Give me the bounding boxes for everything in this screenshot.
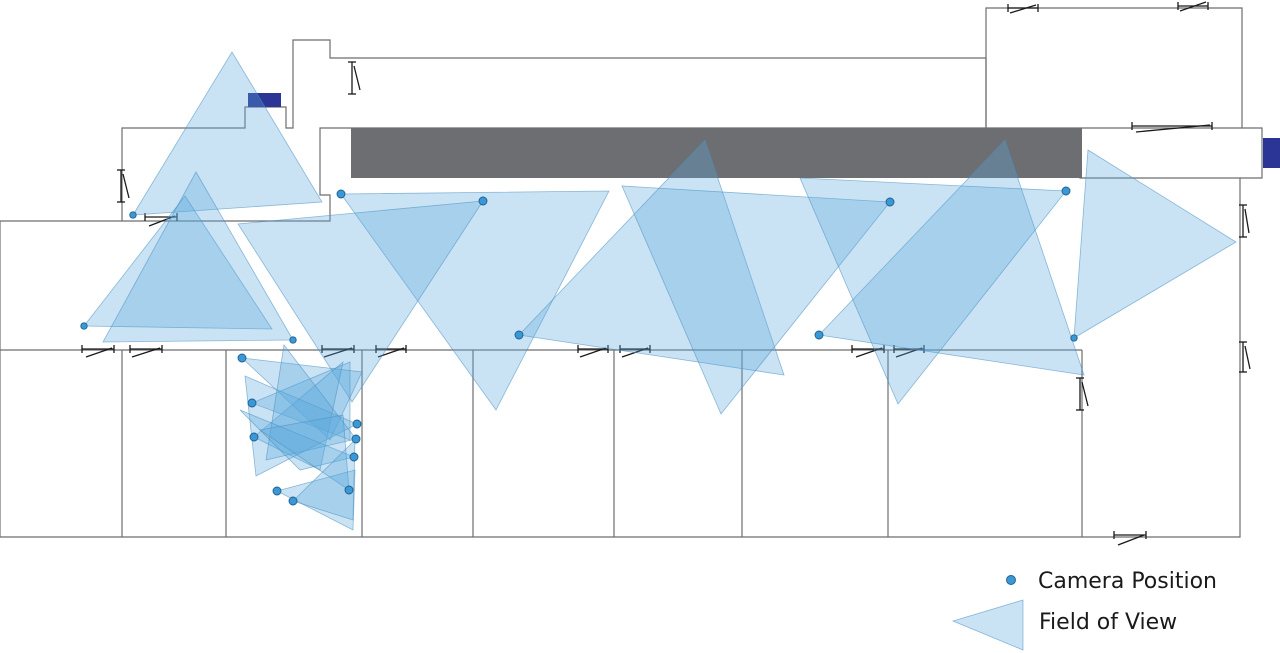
door-18 [1113,531,1147,546]
door-10 [129,345,163,358]
doors [81,1,1251,546]
fields-of-view [83,51,1237,531]
camera-10 [1070,334,1078,342]
camera-13 [249,432,259,442]
fov-5 [237,200,484,403]
fov-8 [818,139,1085,376]
camera-position-icon [1006,575,1016,585]
marker-left [248,93,281,107]
fov-9 [799,177,1067,405]
fov-12 [250,361,351,441]
camera-11 [237,353,247,363]
fov-17 [258,414,350,491]
camera-7 [885,197,895,207]
fov-7 [621,185,891,415]
legend-camera-label: Camera Position [1038,569,1217,594]
field-of-view-icon [951,599,1024,651]
door-3 [348,61,361,95]
door-7 [1239,204,1250,238]
fov-11 [240,357,363,441]
door-1 [1007,4,1039,14]
fov-6 [518,139,785,376]
camera-8 [814,330,824,340]
camera-3 [289,336,297,344]
door-4 [1131,122,1213,133]
camera-19 [288,496,298,506]
camera-15 [351,434,361,444]
fov-2 [83,195,273,330]
fov-18 [275,469,356,531]
camera-positions [80,186,1078,506]
upper-left-room-wall [121,39,987,221]
door-15 [851,345,885,358]
door-9 [81,345,115,358]
camera-14 [352,419,362,429]
door-5 [117,169,130,203]
camera-6 [514,330,524,340]
fov-14 [244,375,358,477]
door-8 [1239,341,1251,373]
camera-5 [478,196,488,206]
door-11 [321,345,355,358]
camera-17 [344,485,354,495]
camera-16 [349,452,359,462]
camera-1 [129,211,137,219]
fov-16 [239,409,356,471]
camera-12 [247,398,257,408]
fov-10 [1073,149,1237,339]
camera-2 [80,322,88,330]
central-obstacle [351,128,1082,178]
door-17 [1076,377,1089,411]
door-13 [577,345,609,358]
fov-4 [340,190,610,411]
fov-3 [102,171,294,343]
fov-1 [132,51,323,216]
legend: Camera Position Field of View [951,569,1217,651]
camera-4 [336,189,346,199]
camera-18 [272,486,282,496]
door-2 [1177,1,1209,12]
fov-19 [292,439,356,521]
legend-fov-label: Field of View [1039,610,1177,635]
camera-9 [1061,186,1071,196]
marker-right [1263,138,1280,168]
fov-15 [265,344,357,461]
